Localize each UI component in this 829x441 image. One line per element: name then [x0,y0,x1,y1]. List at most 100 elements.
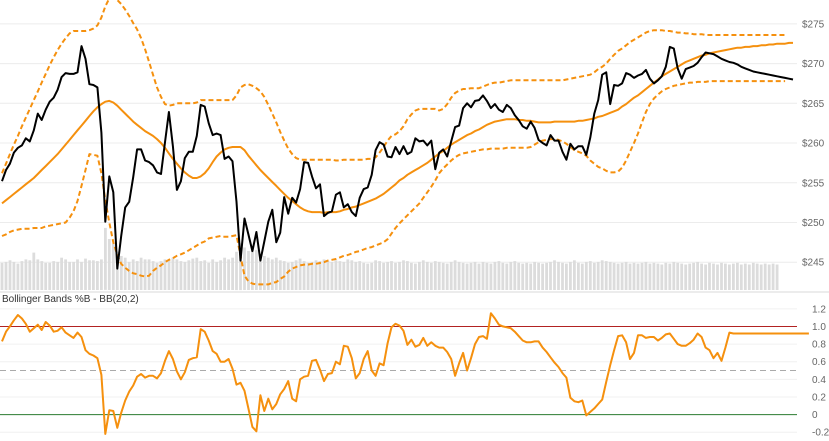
volume-bar [557,261,560,290]
volume-bar [453,260,457,290]
volume-bar [68,261,71,290]
volume-bar [20,261,24,290]
volume-bar [84,258,87,290]
volume-bar [533,261,536,290]
volume-bar [429,262,433,290]
volume-bar [107,239,111,290]
volume-bar [600,260,604,290]
reference-lines [0,325,797,416]
volume-bar [513,261,517,290]
volume-bar [437,261,441,290]
volume-bar [4,261,8,290]
volume-bar [386,261,389,290]
volume-bar [263,256,266,290]
volume-bar [545,262,548,290]
volume-bar [247,250,250,290]
volume-bar [616,263,620,290]
volume-bar [620,262,624,290]
volume-bar [763,263,767,290]
percent-b-tick-label: 1.2 [812,304,826,315]
percent-b-lines [1,312,809,435]
volume-bar [135,261,139,290]
volume-bar [143,259,147,290]
volume-bar [549,261,552,290]
volume-bar [517,262,521,290]
volume-bar [660,264,664,290]
volume-bar [24,259,28,290]
volume-bar [171,257,175,290]
volume-bar [60,257,63,290]
volume-bar [485,262,489,290]
volume-bar [155,262,159,290]
volume-bar [211,259,215,290]
volume-bar [668,263,672,290]
volume-bar [119,256,123,290]
volume-bar [561,262,564,290]
percent-b-tick-label: 0.4 [812,375,826,386]
volume-bar [219,260,222,290]
volume-bar [207,262,211,290]
volume-bar [274,257,278,290]
price-tick-label: $270 [802,59,825,70]
volume-bar [378,261,381,290]
volume-bar [414,263,417,290]
volume-bar [680,263,684,290]
volume-bar [501,262,505,290]
volume-bar [187,260,191,290]
volume-bar [139,257,143,290]
percent-b-axis: -0.2 0 0.2 0.4 0.6 0.8 1.0 1.2 [812,304,829,438]
volume-bar [580,263,584,290]
volume-bar [223,257,226,290]
volume-bar [330,261,334,290]
volume-bar [374,260,377,290]
percent-b-tick-label: 0.6 [812,357,826,368]
volume-bar [48,262,52,290]
volume-bar [72,261,75,290]
volume-bar [318,261,322,290]
volume-bar [644,261,648,290]
percent-b-line [1,312,809,435]
volume-bar [243,247,246,290]
volume-bar [366,263,370,290]
volume-bar [235,251,238,291]
price-tick-label: $250 [802,218,825,229]
volume-bar [537,262,540,290]
volume-bar [123,257,127,290]
volume-bar [418,261,421,290]
volume-bar [354,261,358,290]
volume-bar [739,264,743,290]
volume-bar [497,261,501,290]
volume-bar [302,261,306,290]
volume-bar [402,260,405,290]
volume-bar [525,262,529,290]
indicator-title: Bollinger Bands %B - BB(20,2) [2,294,139,305]
volume-bar [382,262,385,290]
volume-bar [712,263,715,290]
volume-bar [457,261,461,290]
volume-bar [64,259,67,290]
volume-bar [505,263,509,290]
volume-bar [569,261,572,290]
percent-b-tick-label: 0.8 [812,340,826,351]
volume-bar [640,262,644,290]
volume-bar [736,262,739,290]
volume-bar [751,262,755,290]
volume-bar [759,264,763,290]
volume-bar [461,262,465,290]
volume-bar [88,260,91,290]
price-tick-label: $255 [802,178,825,189]
price-tick-label: $245 [802,258,825,269]
volume-bar [306,262,310,290]
volume-bar [775,264,779,290]
volume-bar [708,262,711,290]
volume-bar [294,260,298,290]
volume-bar [489,263,493,290]
volume-bar [310,261,314,290]
volume-bar [322,259,326,290]
volume-bar [577,262,580,290]
volume-bar [493,261,497,290]
price-lines [1,0,794,286]
volume-bar [111,243,115,291]
